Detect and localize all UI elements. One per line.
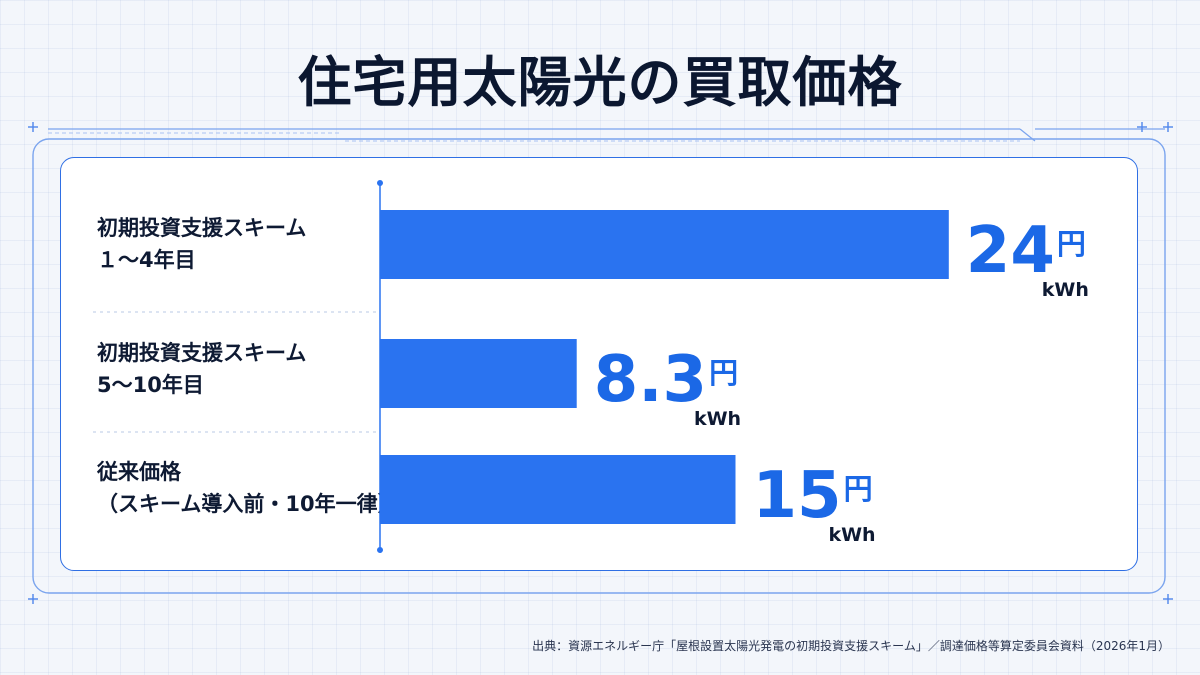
unit-label-yen-3: 円 — [844, 472, 873, 506]
bar-3 — [380, 455, 736, 524]
category-label-2: 初期投資支援スキーム 5～10年目 — [97, 337, 306, 401]
category-label-3-line-2: （スキーム導入前・10年一律） — [97, 492, 399, 516]
chart-title: 住宅用太陽光の買取価格 — [297, 51, 903, 114]
value-label-3: 15 — [753, 459, 842, 533]
category-label-3: 従来価格 （スキーム導入前・10年一律） — [97, 456, 399, 520]
category-label-3-line-1: 従来価格 — [97, 460, 181, 484]
outer-frame — [32, 138, 1166, 594]
value-label-2: 8.3 — [594, 343, 707, 417]
category-label-1: 初期投資支援スキーム １～4年目 — [97, 212, 306, 276]
bar-1 — [380, 210, 949, 279]
category-label-1-line-1: 初期投資支援スキーム — [97, 216, 307, 240]
unit-label-yen-1: 円 — [1057, 227, 1086, 261]
unit-label-yen-2: 円 — [709, 356, 738, 390]
category-label-2-line-1: 初期投資支援スキーム — [97, 341, 307, 365]
category-label-1-line-2: １～4年目 — [97, 248, 196, 272]
category-label-2-line-2: 5～10年目 — [97, 373, 204, 397]
rail-corner — [1019, 128, 1036, 142]
axis-end-dot-bottom — [377, 547, 383, 553]
unit-label-kwh-2: kWh — [694, 408, 741, 430]
axis-end-dot-top — [377, 180, 383, 186]
unit-label-kwh-1: kWh — [1042, 279, 1089, 301]
unit-label-kwh-3: kWh — [828, 524, 875, 546]
corner-plus-marks — [28, 122, 1173, 604]
bar-2 — [380, 339, 577, 408]
value-label-1: 24 — [966, 214, 1055, 288]
source-note: 出典：資源エネルギー庁「屋根設置太陽光発電の初期投資支援スキーム」／調達価格等算… — [532, 639, 1170, 653]
